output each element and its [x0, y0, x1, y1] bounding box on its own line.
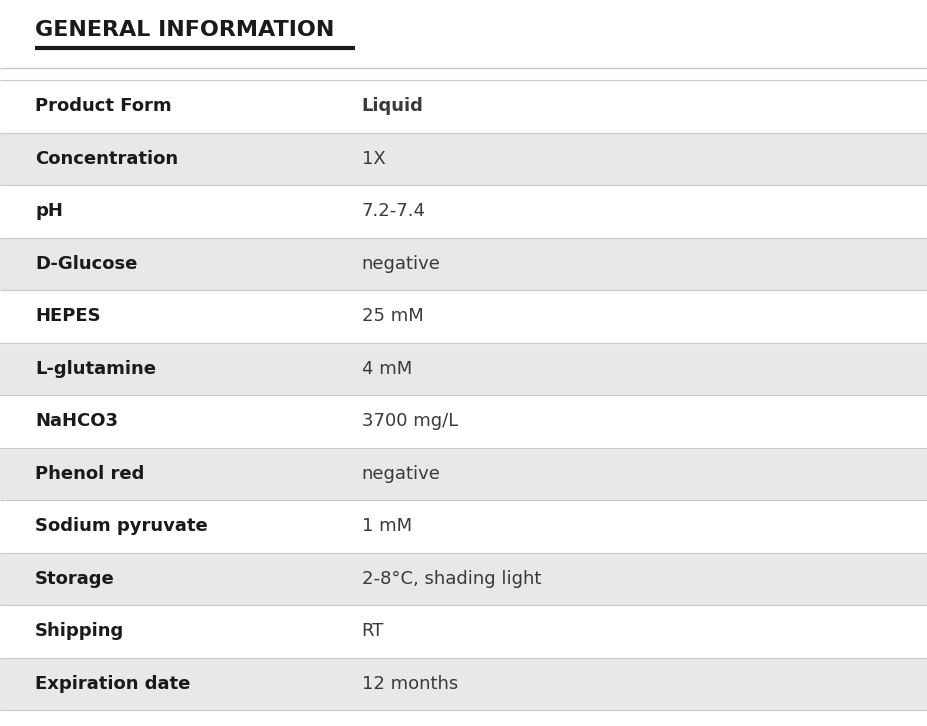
Text: HEPES: HEPES	[35, 307, 101, 325]
Text: Expiration date: Expiration date	[35, 674, 191, 693]
Text: 12 months: 12 months	[362, 674, 458, 693]
Bar	[0, 290, 927, 343]
Bar	[0, 447, 927, 500]
Text: L-glutamine: L-glutamine	[35, 360, 157, 378]
Text: Shipping: Shipping	[35, 622, 124, 640]
Text: Phenol red: Phenol red	[35, 465, 145, 483]
Text: negative: negative	[362, 465, 440, 483]
Text: Storage: Storage	[35, 570, 115, 588]
Text: Liquid: Liquid	[362, 97, 424, 115]
Text: 3700 mg/L: 3700 mg/L	[362, 412, 458, 431]
Text: 7.2-7.4: 7.2-7.4	[362, 203, 425, 220]
Text: Concentration: Concentration	[35, 150, 178, 168]
Bar	[0, 133, 927, 185]
Text: negative: negative	[362, 255, 440, 273]
Bar	[0, 552, 927, 605]
Bar	[0, 605, 927, 658]
Text: GENERAL INFORMATION: GENERAL INFORMATION	[35, 20, 335, 40]
Text: 25 mM: 25 mM	[362, 307, 424, 325]
Text: 1X: 1X	[362, 150, 386, 168]
Text: RT: RT	[362, 622, 384, 640]
Bar	[0, 500, 927, 552]
Text: NaHCO3: NaHCO3	[35, 412, 119, 431]
Bar	[0, 80, 927, 133]
Text: Product Form: Product Form	[35, 97, 171, 115]
Bar	[0, 237, 927, 290]
Text: D-Glucose: D-Glucose	[35, 255, 137, 273]
Text: 1 mM: 1 mM	[362, 517, 412, 535]
Text: 2-8°C, shading light: 2-8°C, shading light	[362, 570, 541, 588]
Bar	[0, 343, 927, 395]
Bar	[0, 658, 927, 710]
Bar	[0, 185, 927, 237]
Text: 4 mM: 4 mM	[362, 360, 412, 378]
Text: Sodium pyruvate: Sodium pyruvate	[35, 517, 208, 535]
Bar	[0, 395, 927, 447]
Text: pH: pH	[35, 203, 63, 220]
